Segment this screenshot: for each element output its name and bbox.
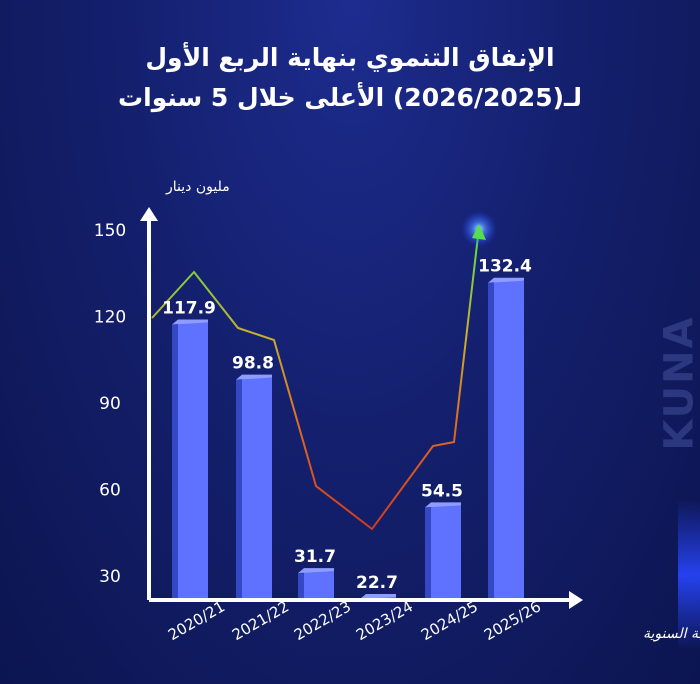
- data-label-2020/21: 117.9: [162, 299, 216, 319]
- bar-top: [425, 502, 461, 508]
- bar-front: [178, 322, 208, 600]
- bar-front: [431, 505, 461, 600]
- title-line-1: الإنفاق التنموي بنهاية الربع الأول: [145, 43, 555, 72]
- x-tick-label: 2025/26: [481, 597, 544, 644]
- bar-top: [360, 594, 396, 600]
- x-axis-label: الخطة السنوية: [643, 626, 700, 642]
- x-tick-label: 2022/23: [291, 597, 354, 644]
- bar-front: [494, 280, 524, 600]
- y-axis-label: مليون دينار: [165, 179, 230, 195]
- bar-front: [304, 571, 334, 600]
- data-label-2023/24: 22.7: [356, 573, 398, 593]
- chart-title: الإنفاق التنموي بنهاية الربع الأول لـ(20…: [0, 38, 700, 118]
- y-tick-label: 120: [94, 308, 126, 328]
- bar-side: [488, 282, 496, 600]
- side-glow: [678, 500, 700, 650]
- x-tick-label: 2024/25: [418, 597, 481, 644]
- bar-side: [425, 507, 433, 600]
- data-label-2021/22: 98.8: [232, 354, 274, 374]
- x-tick-label: 2020/21: [165, 597, 228, 644]
- bar-2025/26: [488, 277, 524, 600]
- bar-side: [298, 573, 306, 600]
- bar-2020/21: [172, 319, 208, 600]
- y-tick-label: 30: [99, 567, 121, 587]
- bar-front: [242, 377, 272, 600]
- trend-arrowhead: [472, 224, 486, 240]
- bar-top: [236, 374, 272, 380]
- bar-2024/25: [425, 502, 461, 600]
- bar-top: [298, 568, 334, 574]
- bar-2022/23: [298, 568, 334, 600]
- y-axis-arrow: [140, 207, 158, 221]
- x-axis-arrow: [569, 591, 583, 609]
- bar-top: [172, 319, 208, 325]
- y-tick-label: 150: [94, 221, 126, 241]
- bar-2021/22: [236, 374, 272, 600]
- data-label-2022/23: 31.7: [294, 547, 336, 567]
- y-tick-label: 90: [99, 394, 121, 414]
- x-tick-label: 2021/22: [229, 597, 292, 644]
- data-label-2024/25: 54.5: [421, 481, 463, 501]
- y-tick-label: 60: [99, 481, 121, 501]
- trend-line: [151, 235, 479, 531]
- bar-side: [172, 324, 180, 600]
- bar-top: [488, 277, 524, 283]
- bar-side: [236, 379, 244, 600]
- data-label-2025/26: 132.4: [478, 257, 532, 277]
- title-line-2: لـ(2026/2025) الأعلى خلال 5 سنوات: [118, 83, 582, 112]
- x-tick-label: 2023/24: [353, 597, 416, 644]
